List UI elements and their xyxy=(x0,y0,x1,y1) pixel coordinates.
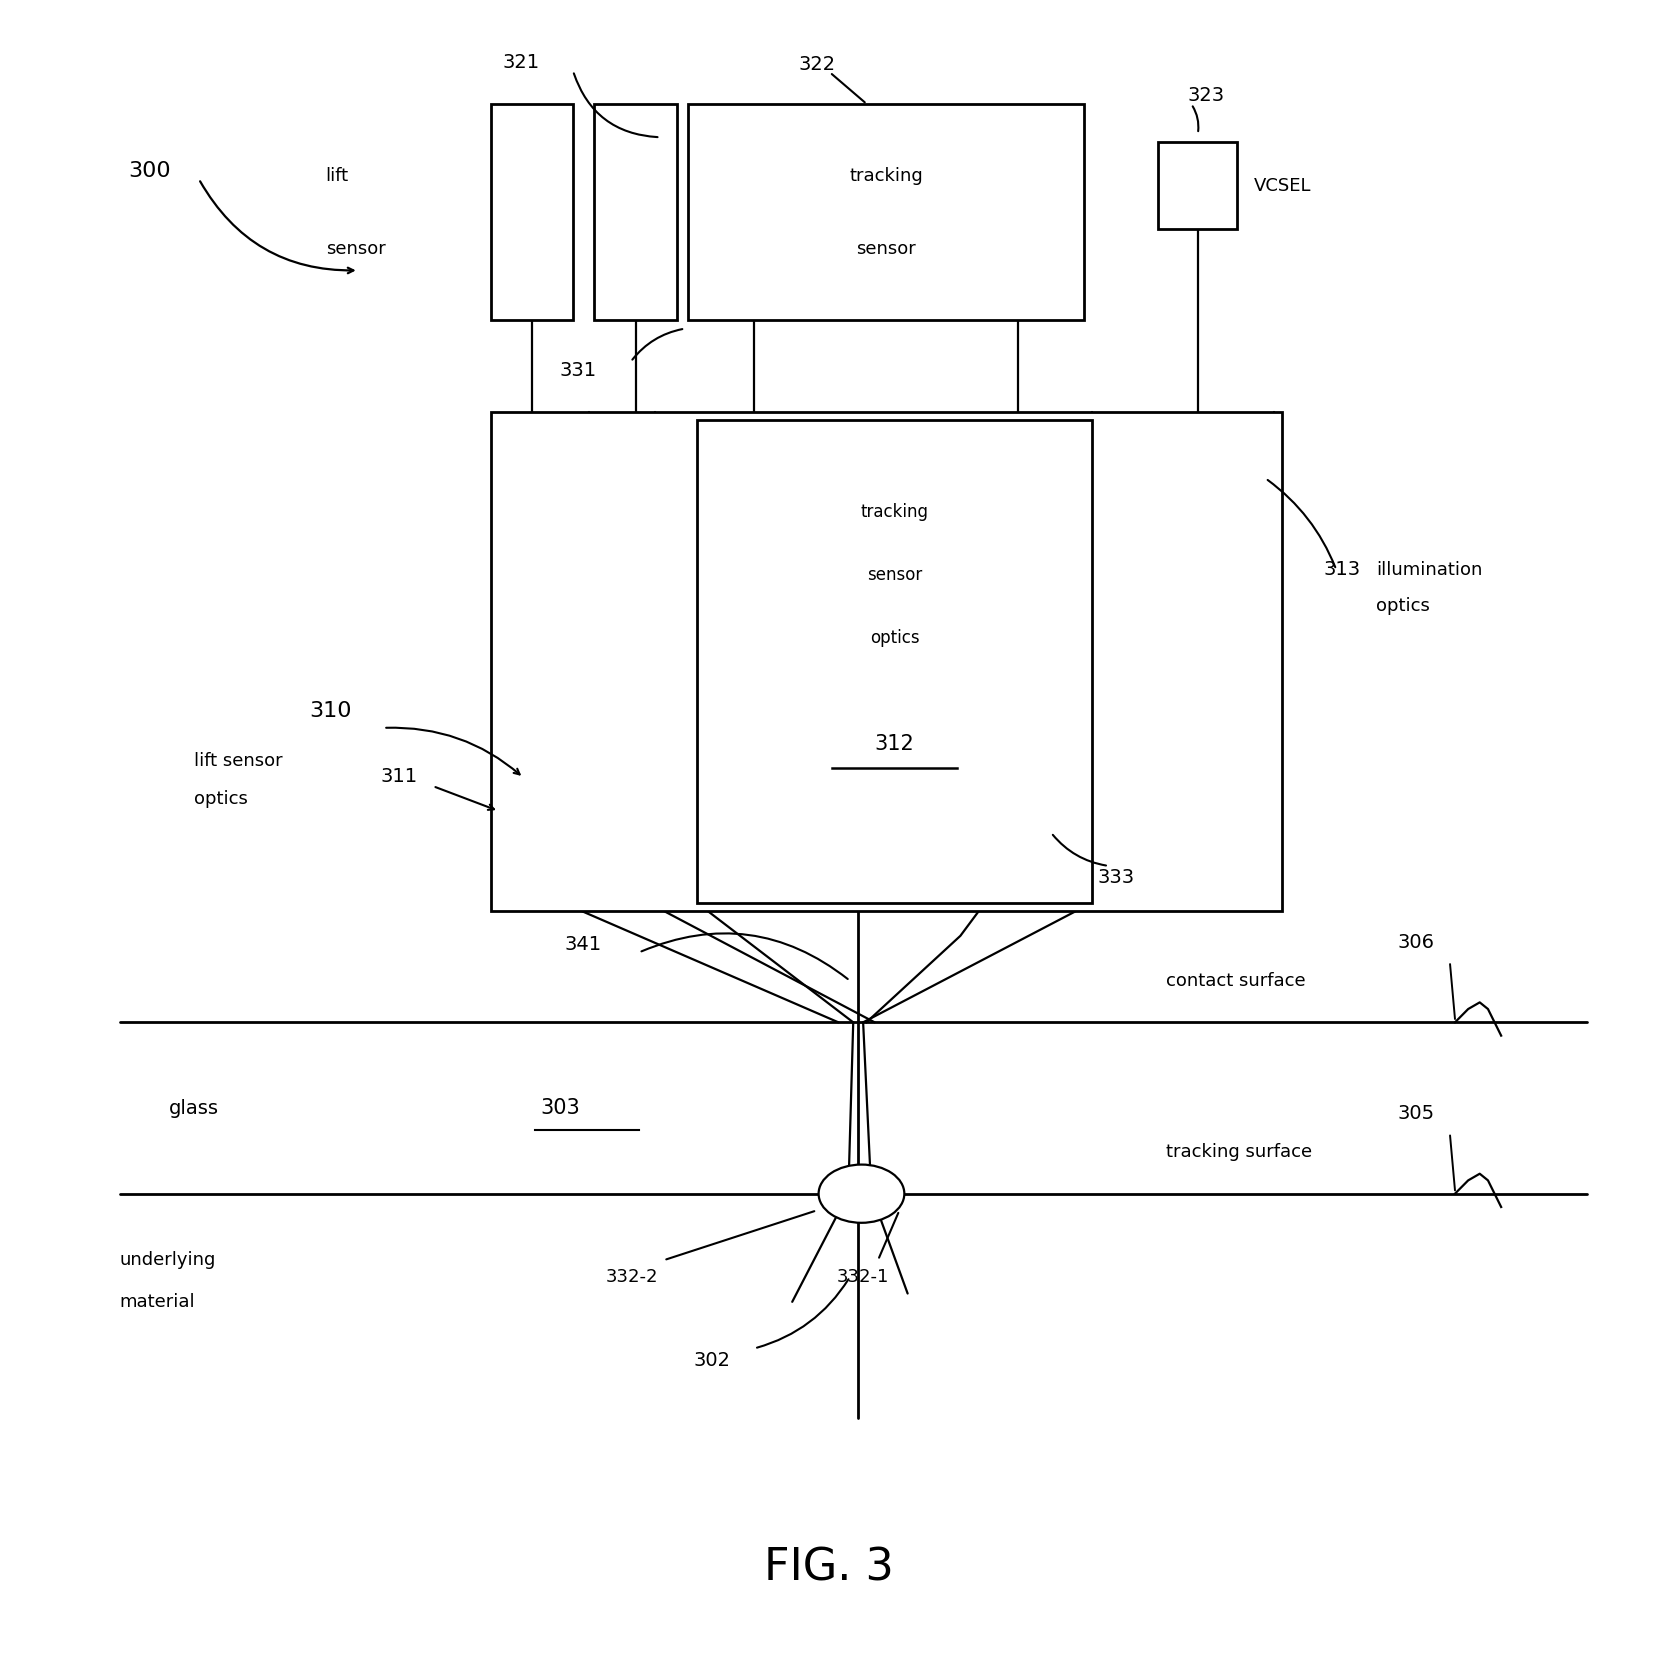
Text: underlying: underlying xyxy=(119,1251,215,1269)
Text: material: material xyxy=(119,1292,196,1311)
Text: 311: 311 xyxy=(379,766,418,786)
Ellipse shape xyxy=(819,1165,905,1222)
Text: illumination: illumination xyxy=(1375,560,1483,579)
Text: VCSEL: VCSEL xyxy=(1254,177,1311,194)
Text: 313: 313 xyxy=(1322,560,1360,579)
Text: contact surface: contact surface xyxy=(1167,971,1306,990)
Text: 333: 333 xyxy=(1097,868,1135,888)
Text: 300: 300 xyxy=(128,161,171,181)
Text: glass: glass xyxy=(169,1099,219,1117)
Text: sensor: sensor xyxy=(867,565,921,584)
Text: 322: 322 xyxy=(799,55,835,74)
Text: 312: 312 xyxy=(875,734,915,754)
Bar xyxy=(490,104,573,321)
Text: lift sensor: lift sensor xyxy=(194,752,282,771)
Text: 321: 321 xyxy=(502,54,539,72)
Text: 305: 305 xyxy=(1397,1104,1435,1124)
Text: FIG. 3: FIG. 3 xyxy=(764,1547,893,1590)
Text: 303: 303 xyxy=(540,1099,580,1119)
Text: sensor: sensor xyxy=(326,239,386,257)
Text: tracking: tracking xyxy=(850,167,923,184)
Text: tracking: tracking xyxy=(860,503,928,520)
Bar xyxy=(696,420,1092,903)
Bar xyxy=(595,104,676,321)
Text: lift: lift xyxy=(326,167,348,184)
Text: 306: 306 xyxy=(1397,933,1435,951)
Text: 323: 323 xyxy=(1188,87,1225,105)
Text: 331: 331 xyxy=(560,361,597,380)
Bar xyxy=(1158,142,1238,229)
Text: 310: 310 xyxy=(310,701,351,721)
Text: 332-2: 332-2 xyxy=(606,1267,658,1286)
Text: optics: optics xyxy=(1375,597,1430,615)
Text: tracking surface: tracking surface xyxy=(1167,1144,1312,1160)
Bar xyxy=(490,411,1283,911)
Text: 341: 341 xyxy=(565,935,601,953)
Text: sensor: sensor xyxy=(857,239,916,257)
Text: optics: optics xyxy=(194,791,247,808)
Text: 332-1: 332-1 xyxy=(837,1267,890,1286)
Bar xyxy=(688,104,1084,321)
Text: 302: 302 xyxy=(693,1351,731,1369)
Text: optics: optics xyxy=(870,629,920,647)
